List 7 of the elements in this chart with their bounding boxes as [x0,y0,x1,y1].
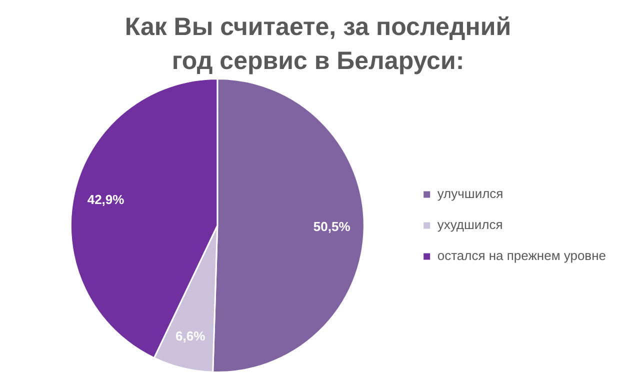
data-label: 42,9% [87,192,125,207]
chart-title: Как Вы считаете, за последний год сервис в Беларуси: [124,12,512,77]
legend-label: улучшился [437,186,504,202]
legend-label: ухудшился [437,217,503,232]
data-label: 6,6% [176,328,206,344]
data-label: 50,5% [313,218,351,234]
legend-label: остался на прежнем уровне [437,248,606,264]
